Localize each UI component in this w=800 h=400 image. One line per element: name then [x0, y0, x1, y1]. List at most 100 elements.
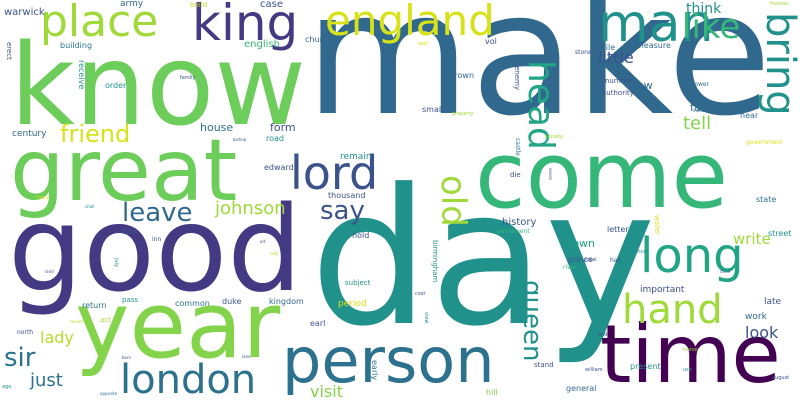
word-property: property: [452, 111, 474, 117]
word-subject: subject: [345, 279, 371, 287]
word-family: family: [180, 75, 196, 81]
word-return: return: [82, 301, 107, 310]
word-use: use: [683, 367, 692, 373]
word-duke: duke: [222, 297, 242, 306]
word-kingdom: kingdom: [269, 297, 304, 306]
word-river: river: [563, 264, 577, 271]
word-die: die: [510, 171, 521, 179]
word-come: come: [475, 122, 729, 229]
word-just: just: [30, 370, 63, 391]
word-pass: pass: [122, 296, 139, 304]
word-thousand: thousand: [328, 191, 366, 200]
word-castle: castle: [514, 138, 521, 156]
word-vol: vol: [485, 37, 497, 46]
word-say: say: [320, 196, 365, 226]
word-england: england: [325, 0, 495, 45]
word-day: day: [310, 149, 656, 368]
word-small: small: [422, 105, 444, 114]
word-wall: wall: [418, 41, 428, 47]
word-person: person: [282, 324, 495, 397]
word-receive: receive: [77, 60, 86, 90]
word-july: july: [113, 258, 119, 267]
word-august: august: [772, 375, 790, 381]
word-general: general: [566, 384, 597, 393]
word-bring: bring: [757, 12, 800, 116]
word-man: man: [598, 0, 714, 54]
word-like: like: [682, 7, 741, 47]
word-near: near: [740, 111, 759, 120]
word-build: build: [190, 1, 208, 9]
word-view: view: [423, 312, 429, 324]
word-important: important: [640, 285, 685, 295]
word-state: state: [756, 195, 777, 204]
word-year: year: [75, 272, 281, 379]
word-school: school: [632, 249, 649, 255]
word-long: long: [640, 228, 744, 284]
word-hand: hand: [622, 287, 723, 333]
word-born: born: [122, 355, 132, 360]
word-fact: fact: [690, 101, 711, 114]
word-place: place: [40, 0, 159, 47]
word-soon: soon: [740, 61, 757, 69]
word-street: street: [768, 229, 792, 238]
word-king: king: [192, 0, 299, 52]
word-william: william: [585, 367, 603, 373]
word-write: write: [733, 230, 771, 248]
word-good: good: [8, 180, 303, 318]
word-opposite: opposite: [100, 391, 118, 396]
word-hold: hold: [352, 231, 370, 240]
word-warwick: warwick: [4, 7, 45, 18]
word-visit: visit: [310, 382, 343, 400]
word-house: house: [200, 121, 234, 134]
word-thomas: thomas: [770, 1, 789, 7]
word-remain: remain: [340, 152, 372, 162]
word-prince: prince: [568, 255, 593, 264]
word-lane: lane: [242, 354, 251, 359]
word-early: early: [370, 360, 379, 381]
word-birmingham: birmingham: [431, 240, 439, 283]
word-little: little: [598, 48, 634, 67]
word-present: present: [630, 362, 661, 371]
word-shall: shall: [85, 204, 95, 209]
word-late: late: [764, 297, 782, 307]
word-authority: authority: [602, 89, 634, 97]
word-work: work: [745, 312, 767, 322]
word-land: land: [45, 269, 54, 274]
word-sir: sir: [4, 343, 36, 373]
word-town: town: [568, 237, 596, 250]
word-age: age: [2, 384, 12, 390]
word-hall: hall: [610, 257, 621, 264]
word-number: number: [605, 77, 633, 85]
word-building: building: [60, 41, 93, 50]
word-cost: cost: [415, 291, 426, 297]
word-tenant: tenant: [70, 319, 84, 324]
word-mile: mile: [598, 43, 616, 52]
word-measure: measure: [636, 41, 671, 50]
word-century: century: [12, 129, 47, 139]
word-church: church: [305, 35, 333, 44]
word-letter: letter: [607, 225, 629, 234]
word-edward: edward: [264, 163, 294, 172]
word-stone: stone: [575, 49, 592, 56]
word-johnson: johnson: [215, 198, 286, 219]
word-water: water: [653, 215, 661, 235]
word-act: act: [100, 316, 111, 324]
word-erect: erect: [5, 42, 13, 60]
word-government: government: [746, 139, 783, 146]
word-parliament: parliament: [497, 228, 530, 235]
word-crown: crown: [450, 71, 475, 80]
word-bishop: bishop: [233, 137, 247, 142]
word-end: end: [598, 332, 608, 338]
word-manor: manor: [682, 347, 699, 353]
word-lord: lord: [290, 146, 379, 200]
word-common: common: [175, 299, 210, 308]
word-anson: anson: [548, 168, 553, 181]
word-think: think: [686, 1, 722, 17]
word-history: history: [502, 217, 537, 228]
word-london: london: [120, 357, 257, 400]
word-great: great: [10, 121, 238, 221]
word-inn: inn: [152, 236, 162, 243]
word-friend: friend: [60, 120, 131, 148]
word-queen: queen: [517, 280, 547, 362]
